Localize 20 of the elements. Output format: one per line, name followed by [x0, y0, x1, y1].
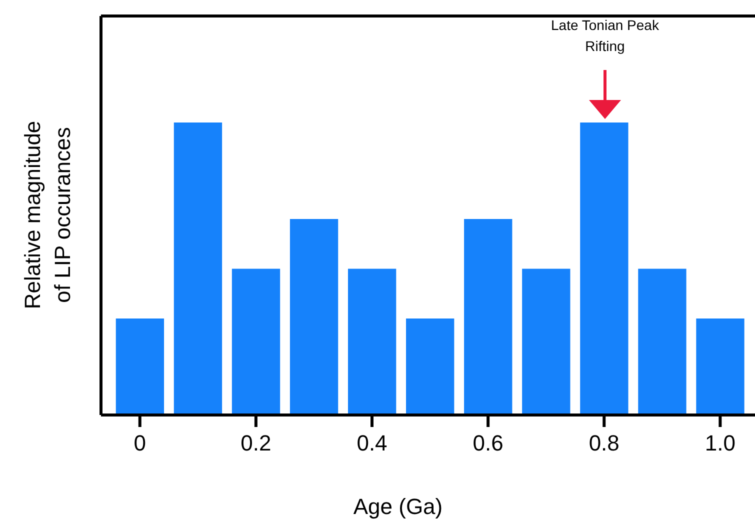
bar: [406, 318, 454, 415]
x-tick-label: 0.2: [240, 430, 272, 456]
bar: [696, 318, 744, 415]
bar: [522, 268, 570, 415]
bar: [464, 219, 512, 415]
bar: [580, 122, 628, 415]
bar: [348, 268, 396, 415]
x-tick-label: 0.4: [356, 430, 388, 456]
x-tick-label: 1.0: [704, 430, 736, 456]
x-tick-label: 0: [134, 430, 146, 456]
x-axis-title: Age (Ga): [353, 494, 443, 519]
x-tick-label: 0.8: [588, 430, 620, 456]
bar: [290, 219, 338, 415]
text: Late Tonian Peak Rifting: [551, 17, 660, 54]
bar: [174, 122, 222, 415]
bar: [116, 318, 164, 415]
bar: [232, 268, 280, 415]
y-axis-title: Relative magnitude of LIP occurances: [20, 120, 75, 310]
bar: [638, 268, 686, 415]
x-tick-label: 0.6: [472, 430, 504, 456]
